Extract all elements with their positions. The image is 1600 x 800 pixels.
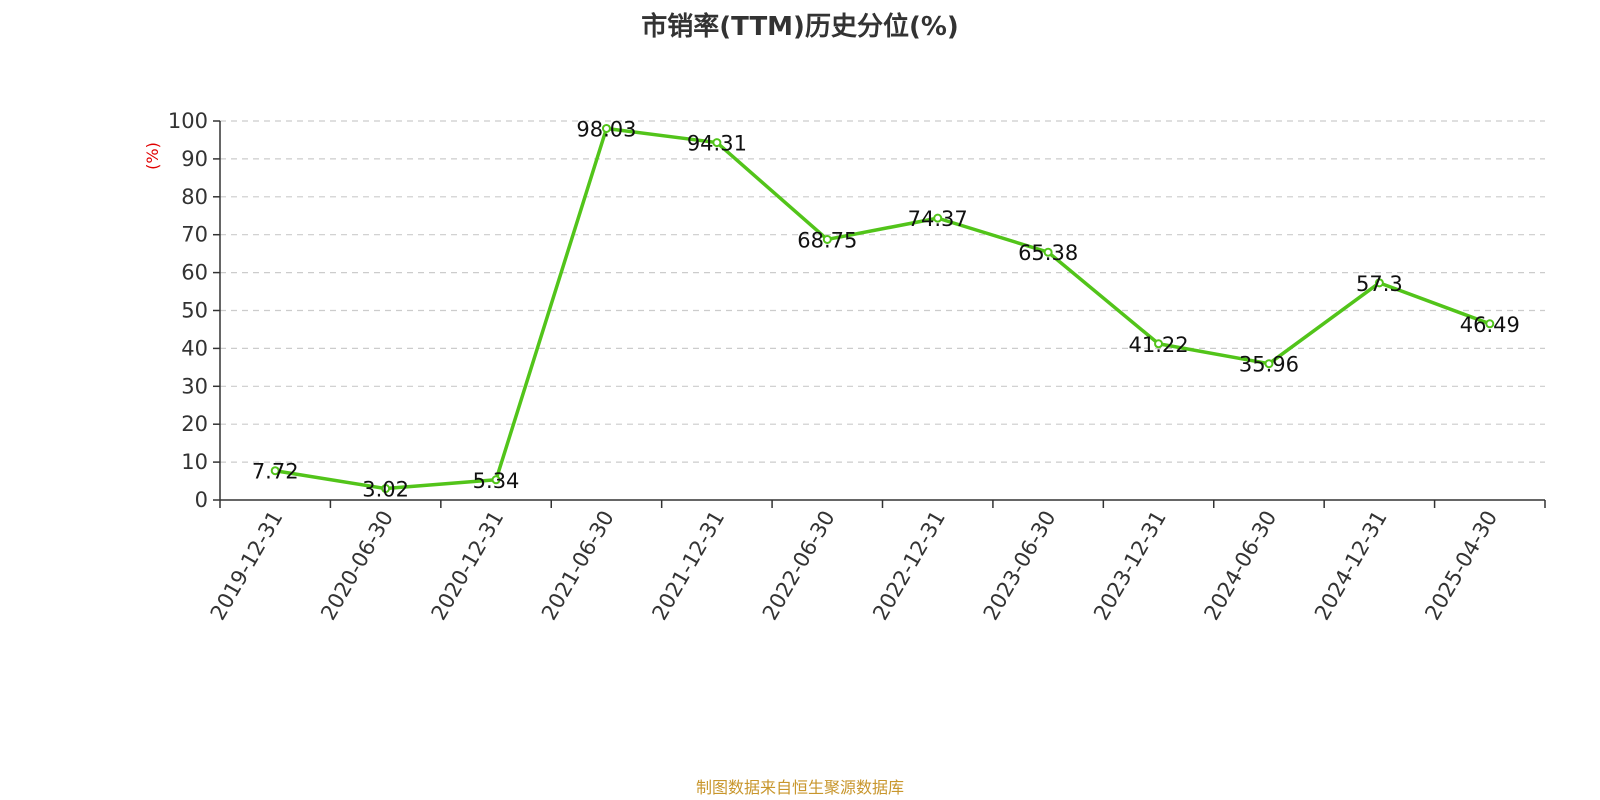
y-tick-label: 100: [168, 109, 208, 133]
data-point: [270, 466, 280, 476]
x-tick-label: 2019-12-31: [206, 507, 288, 625]
y-tick-label: 70: [181, 223, 208, 247]
data-point: [1374, 278, 1384, 288]
data-points: [270, 123, 1495, 494]
y-tick-label: 10: [181, 450, 208, 474]
x-tick-label: 2022-06-30: [758, 507, 840, 625]
x-tick-label: 2021-12-31: [647, 507, 729, 625]
series-line: [274, 126, 1491, 491]
y-axis-title: (%): [143, 142, 162, 170]
y-tick-label: 80: [181, 185, 208, 209]
data-label: 98.03: [576, 117, 636, 141]
data-label: 65.38: [1018, 241, 1078, 265]
data-point: [933, 213, 943, 223]
x-tick-label: 2024-06-30: [1199, 507, 1281, 625]
data-labels: 7.72 3.02 5.34 98.03 94.31 68.75 74.37 65.38 41.…: [252, 117, 1520, 501]
footer-source: 制图数据来自恒生聚源数据库: [695, 778, 904, 797]
data-point: [1264, 359, 1274, 369]
data-point: [1485, 319, 1495, 329]
x-tick-label: 2020-06-30: [316, 507, 398, 625]
x-tick-label: 2025-04-30: [1420, 507, 1502, 625]
data-point: [1154, 339, 1164, 349]
x-tick-label: 2023-06-30: [979, 507, 1061, 625]
data-label: 7.72: [252, 460, 299, 484]
axes: [213, 120, 1546, 508]
y-tick-label: 90: [181, 147, 208, 171]
data-point: [712, 138, 722, 148]
y-tick-label: 50: [181, 299, 208, 323]
data-label: 35.96: [1239, 353, 1299, 377]
y-tick-label: 40: [181, 336, 208, 360]
data-label: 46.49: [1460, 313, 1520, 337]
data-label: 3.02: [362, 478, 409, 502]
grid-lines: [220, 120, 1545, 463]
data-point: [491, 475, 501, 485]
data-point: [822, 234, 832, 244]
data-label: 57.3: [1356, 272, 1403, 296]
x-tick-labels: 2019-12-31 2020-06-30 2020-12-31 2021-06-30…: [206, 506, 1502, 624]
y-tick-label: 20: [181, 412, 208, 436]
data-point: [1043, 247, 1053, 257]
y-tick-label: 0: [195, 488, 208, 512]
data-label: 74.37: [908, 207, 968, 231]
data-label: 68.75: [797, 228, 857, 252]
series-line: [274, 126, 1491, 491]
x-tick-label: 2021-06-30: [537, 507, 619, 625]
y-tick-label: 60: [181, 261, 208, 285]
chart-title: 市销率(TTM)历史分位(%): [641, 12, 959, 42]
data-label: 94.31: [687, 132, 747, 156]
y-tick-label: 30: [181, 374, 208, 398]
x-tick-label: 2023-12-31: [1089, 507, 1171, 625]
data-label: 5.34: [473, 469, 520, 493]
y-tick-labels: 0 10 20 30 40 50 60 70 80 90 100: [168, 109, 208, 512]
data-label: 41.22: [1128, 333, 1188, 357]
x-tick-label: 2022-12-31: [868, 506, 950, 624]
x-tick-label: 2020-12-31: [427, 506, 509, 624]
x-tick-label: 2024-12-31: [1310, 507, 1392, 625]
data-point: [601, 123, 611, 133]
data-point: [381, 484, 391, 494]
